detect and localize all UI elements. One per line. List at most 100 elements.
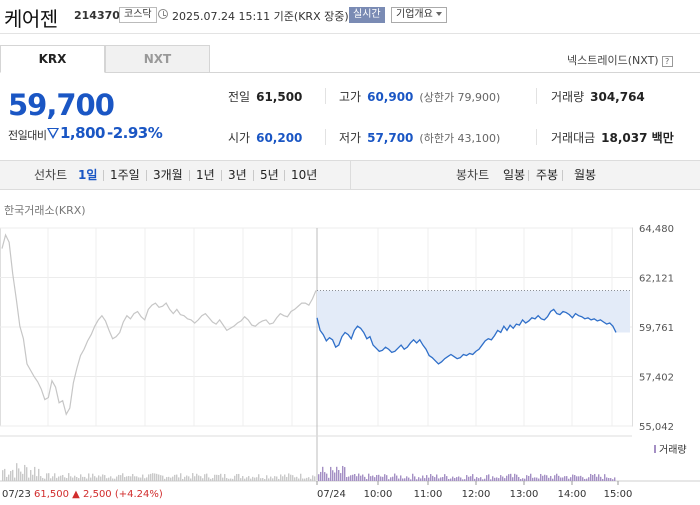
volume-bar	[572, 474, 574, 481]
nextrade-link[interactable]: 넥스트레이드(NXT)?	[567, 52, 673, 68]
timestamp: 2025.07.24 15:11 기준(KRX 장중)	[172, 10, 349, 23]
volume-bar	[158, 474, 160, 481]
volume-bar	[240, 478, 242, 481]
tab-nxt[interactable]: NXT	[105, 45, 210, 73]
volume-bar	[452, 476, 454, 481]
volume-bar	[474, 478, 476, 481]
volume-bar	[156, 473, 158, 481]
sep	[284, 170, 285, 181]
volume-bar	[436, 474, 438, 481]
volume-bar	[384, 474, 386, 481]
volume-bar	[294, 477, 296, 481]
volume-bar	[486, 475, 488, 481]
period-3m[interactable]: 3개월	[153, 168, 183, 182]
volume-bar	[144, 478, 146, 481]
period-5y[interactable]: 5년	[260, 168, 279, 182]
company-info-dropdown[interactable]: 기업개요	[391, 7, 447, 23]
volume-bar	[86, 478, 88, 481]
period-1d[interactable]: 1일	[78, 168, 98, 182]
help-icon[interactable]: ?	[661, 56, 673, 67]
volume-bar	[20, 471, 22, 481]
volume-bar	[6, 476, 8, 481]
volume-bar	[326, 473, 328, 481]
volume-bar	[390, 477, 392, 481]
volume-bar	[280, 474, 282, 481]
volume-bar	[10, 471, 12, 481]
volume-bar	[120, 475, 122, 481]
candle-daily[interactable]: 일봉	[503, 168, 526, 182]
volume-bar	[392, 476, 394, 481]
volume-bar	[442, 476, 444, 481]
volume-bar	[92, 473, 94, 481]
volume-bar	[566, 476, 568, 481]
volume-bar	[538, 478, 540, 481]
stat-lower-limit: (하한가 43,100)	[419, 132, 501, 145]
divider	[536, 129, 537, 145]
volume-bar	[202, 478, 204, 481]
volume-bar	[38, 468, 40, 481]
candle-weekly[interactable]: 주봉	[536, 168, 559, 182]
period-10y[interactable]: 10년	[291, 168, 318, 182]
period-1y[interactable]: 1년	[196, 168, 215, 182]
volume-bar	[58, 476, 60, 481]
volume-bar	[370, 476, 372, 481]
volume-bar	[106, 478, 108, 481]
volume-bar	[342, 465, 344, 481]
volume-bar	[312, 475, 314, 481]
volume-bar	[454, 477, 456, 481]
volume-bar	[134, 476, 136, 481]
volume-bar	[198, 475, 200, 481]
volume-bar	[322, 466, 324, 481]
tab-krx[interactable]: KRX	[0, 45, 105, 73]
sep	[253, 170, 254, 181]
period-3y[interactable]: 3년	[228, 168, 247, 182]
volume-bar	[396, 475, 398, 481]
volume-bar	[398, 478, 400, 481]
volume-bar	[444, 474, 446, 481]
volume-bar	[374, 477, 376, 481]
volume-bar	[606, 477, 608, 481]
stat-volume-label: 거래량	[551, 90, 585, 104]
volume-bar	[226, 477, 228, 481]
stock-code: 214370	[74, 9, 120, 22]
volume-bar	[112, 478, 114, 481]
volume-bar	[516, 474, 518, 481]
volume-bar	[504, 478, 506, 481]
volume-bar	[94, 476, 96, 481]
volume-bar	[600, 476, 602, 481]
change-value: 1,800	[60, 124, 105, 142]
x-tick-label: 13:00	[510, 489, 539, 500]
volume-bar	[378, 474, 380, 481]
volume-bar	[232, 478, 234, 481]
volume-bar	[542, 475, 544, 481]
volume-bar	[402, 478, 404, 481]
volume-bar	[170, 477, 172, 481]
candle-monthly[interactable]: 월봉	[574, 168, 597, 182]
volume-bar	[482, 479, 484, 481]
volume-bar	[304, 478, 306, 481]
volume-bar	[448, 478, 450, 481]
volume-bar	[404, 478, 406, 481]
period-1w[interactable]: 1주일	[110, 168, 140, 182]
volume-bar	[150, 473, 152, 481]
realtime-button[interactable]: 실시간	[349, 7, 385, 23]
volume-bar	[96, 477, 98, 481]
volume-bar	[510, 473, 512, 481]
volume-bar	[46, 473, 48, 481]
prev-day-line	[1, 233, 317, 416]
volume-bar	[26, 467, 28, 481]
volume-bar	[584, 478, 586, 481]
volume-bar	[426, 475, 428, 481]
volume-bar	[348, 476, 350, 481]
volume-bar	[306, 477, 308, 481]
volume-bar	[596, 476, 598, 481]
sep	[146, 170, 147, 181]
volume-bar	[612, 479, 614, 481]
volume-bar	[168, 476, 170, 481]
stat-low: 저가 57,700 (하한가 43,100)	[339, 129, 500, 146]
volume-bar	[16, 463, 18, 481]
volume-bar	[172, 476, 174, 481]
volume-bar	[62, 474, 64, 481]
sep	[103, 170, 104, 181]
stat-open-value: 60,200	[256, 131, 303, 145]
